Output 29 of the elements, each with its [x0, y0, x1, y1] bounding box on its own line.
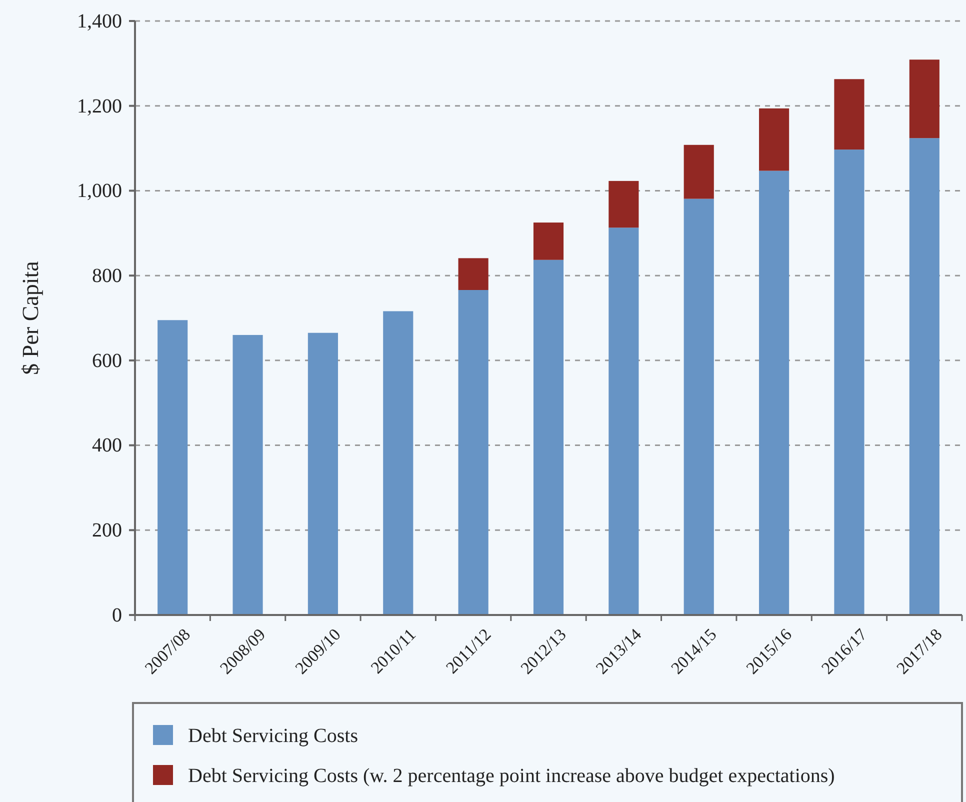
bar	[533, 222, 564, 260]
y-tick-label: 0	[112, 604, 122, 626]
bar	[232, 334, 263, 615]
bar	[759, 170, 790, 615]
bar	[834, 150, 864, 615]
y-tick-label: 1,400	[77, 10, 122, 32]
bar	[759, 108, 790, 171]
y-tick-label: 1,000	[77, 180, 122, 202]
bar	[909, 138, 940, 615]
bar	[533, 260, 564, 615]
bar	[834, 79, 864, 150]
y-axis-title: $ Per Capita	[18, 261, 43, 375]
bar	[458, 290, 488, 615]
bar	[608, 180, 639, 228]
bar	[458, 258, 488, 290]
y-tick-label: 1,200	[77, 95, 122, 118]
bar	[308, 332, 338, 615]
legend-label: Debt Servicing Costs (w. 2 percentage point increase above budget expectations)	[188, 765, 835, 787]
y-tick-label: 800	[92, 264, 122, 287]
bar	[684, 144, 714, 199]
bar	[158, 320, 188, 615]
bar	[383, 311, 414, 615]
bar	[684, 198, 714, 615]
y-tick-label: 200	[92, 520, 122, 542]
legend-label: Debt Servicing Costs	[188, 725, 358, 747]
bar	[608, 228, 639, 615]
y-tick-label: 600	[92, 350, 122, 372]
bar	[909, 60, 940, 138]
y-tick-label: 400	[92, 434, 122, 457]
